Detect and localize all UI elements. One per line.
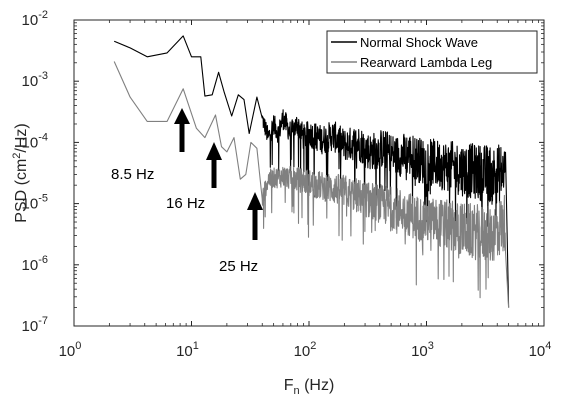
annotation-label: 25 Hz <box>219 258 258 275</box>
series-line-normal-shock-wave <box>113 35 510 308</box>
arrow-head-icon <box>206 142 222 160</box>
series-line-rearward-lambda-leg <box>113 61 510 308</box>
annotation-16-hz: 16 Hz <box>166 142 222 212</box>
y-axis-label-tail: /Hz) <box>13 123 30 152</box>
annotations: 8.5 Hz 16 Hz 25 Hz <box>111 108 263 275</box>
y-tick-label: 10-6 <box>22 254 48 274</box>
legend-box <box>326 30 538 74</box>
tick-layer: 100 101 102 103 104 10-7 10-6 10-5 10-4 10-3 10-2 <box>22 9 552 360</box>
legend: Normal Shock Wave Rearward Lambda Leg <box>326 30 538 74</box>
y-axis-label: PSD (cm2/Hz) <box>11 123 30 222</box>
y-axis-label-main: PSD (cm <box>13 159 30 223</box>
x-tick-label: 102 <box>294 340 317 360</box>
legend-label-rearward-lambda-leg: Rearward Lambda Leg <box>360 55 492 70</box>
x-tick-label: 101 <box>176 340 199 360</box>
x-axis-label-subscript: n <box>294 385 300 397</box>
x-axis-label-tail: (Hz) <box>300 377 335 394</box>
legend-label-normal-shock-wave: Normal Shock Wave <box>360 35 478 50</box>
x-tick-label: 104 <box>529 340 552 360</box>
arrow-head-icon <box>174 108 190 124</box>
x-tick-label: 103 <box>411 340 434 360</box>
arrow-head-icon <box>247 192 263 210</box>
series-layer <box>113 35 510 308</box>
x-tick-label: 100 <box>59 340 82 360</box>
y-tick-label: 10-4 <box>22 131 48 151</box>
y-tick-label: 10-7 <box>22 315 48 335</box>
y-axis-label-superscript: 2 <box>11 153 23 159</box>
y-tick-label: 10-5 <box>22 193 48 213</box>
annotation-label: 8.5 Hz <box>111 166 154 183</box>
x-axis-label-main: F <box>284 377 294 394</box>
annotation-label: 16 Hz <box>166 195 205 212</box>
y-tick-label: 10-3 <box>22 70 48 90</box>
x-axis-label: Fn (Hz) <box>284 377 335 397</box>
y-tick-label: 10-2 <box>22 9 48 29</box>
annotation-25-hz: 25 Hz <box>219 192 263 275</box>
annotation-8-5-hz: 8.5 Hz <box>111 108 190 183</box>
